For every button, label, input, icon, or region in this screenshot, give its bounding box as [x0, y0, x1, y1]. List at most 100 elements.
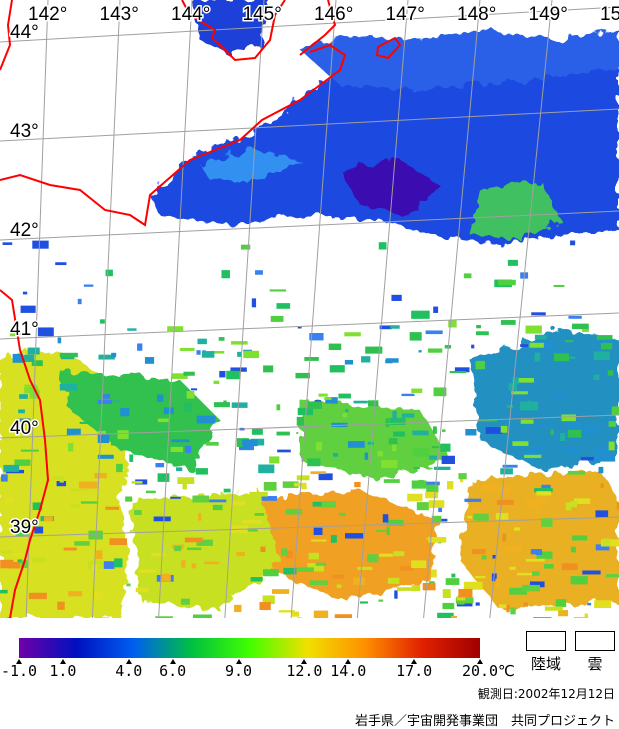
- sst-fragment: [343, 413, 347, 418]
- sst-fragment: [231, 501, 246, 505]
- sst-fragment: [442, 456, 455, 464]
- coordinate-label: 143°: [100, 4, 139, 25]
- sst-fragment: [339, 513, 346, 516]
- sst-fragment: [158, 419, 169, 423]
- sst-fragment: [501, 426, 508, 433]
- sst-fragment: [451, 616, 457, 618]
- sst-fragment: [204, 562, 219, 565]
- sst-fragment: [612, 406, 619, 415]
- sst-fragment: [434, 467, 451, 470]
- sst-fragment: [411, 389, 422, 393]
- coordinate-label: 41°: [10, 319, 39, 340]
- cloud-swatch: [575, 631, 615, 651]
- sst-fragment: [91, 378, 101, 382]
- sst-fragment: [5, 497, 14, 503]
- sst-fragment: [570, 241, 575, 246]
- sst-fragment: [72, 384, 76, 386]
- sst-fragment: [263, 569, 279, 576]
- sst-fragment: [71, 504, 80, 508]
- sst-fragment: [497, 500, 514, 505]
- sst-fragment: [247, 571, 253, 576]
- colorbar-tick-label: -1.0: [1, 662, 37, 680]
- sst-fragment: [609, 421, 616, 427]
- sst-fragment: [67, 429, 81, 436]
- sst-fragment: [410, 332, 422, 340]
- sst-fragment: [3, 465, 19, 472]
- sst-fragment: [535, 335, 547, 340]
- sst-fragment: [413, 448, 430, 456]
- sst-fragment: [111, 353, 116, 357]
- unit-label: ℃: [498, 662, 515, 680]
- sst-fragment: [167, 326, 183, 331]
- sst-fragment: [386, 520, 403, 526]
- sst-fragment: [224, 489, 231, 493]
- sst-fragment: [595, 510, 608, 518]
- sst-fragment: [536, 549, 542, 555]
- sst-fragment: [264, 482, 277, 491]
- sst-fragment: [177, 477, 194, 484]
- sst-fragment: [394, 590, 397, 598]
- sst-fragment: [551, 395, 567, 399]
- sst-fragment: [146, 491, 156, 494]
- sst-fragment: [277, 450, 291, 453]
- sst-fragment: [520, 344, 528, 347]
- sst-fragment: [78, 299, 82, 304]
- coordinate-label: 44°: [10, 22, 39, 43]
- coordinate-label: 145°: [243, 4, 282, 25]
- sst-fragment: [57, 602, 64, 610]
- sst-fragment: [475, 361, 484, 369]
- sst-fragment: [426, 485, 438, 493]
- sst-fragment: [568, 316, 581, 319]
- sst-fragment: [298, 408, 313, 415]
- coordinate-label: 147°: [386, 4, 425, 25]
- sst-fragment: [412, 431, 428, 436]
- sst-fragment: [534, 497, 548, 504]
- sst-fragment: [115, 399, 120, 401]
- sst-fragment: [506, 605, 509, 612]
- sst-fragment: [243, 445, 249, 450]
- sst-fragment: [28, 348, 40, 355]
- sst-fragment: [196, 468, 208, 474]
- sst-fragment: [137, 343, 142, 350]
- sst-fragment: [183, 372, 194, 376]
- sst-fragment: [198, 513, 201, 521]
- sst-fragment: [385, 360, 392, 364]
- sst-fragment: [243, 351, 259, 358]
- sst-fragment: [594, 351, 610, 360]
- sst-fragment: [81, 501, 98, 503]
- sst-fragment: [560, 433, 565, 441]
- sst-fragment: [138, 570, 156, 573]
- sst-fragment: [386, 418, 390, 427]
- sst-fragment: [391, 295, 401, 301]
- sst-fragment: [14, 459, 30, 465]
- sst-fragment: [535, 506, 540, 514]
- sst-fragment: [68, 443, 73, 451]
- sst-fragment: [376, 530, 386, 532]
- sst-fragment: [345, 533, 363, 538]
- sst-fragment: [180, 348, 195, 351]
- sst-fragment: [571, 576, 588, 584]
- colorbar-tick-label: 4.0: [115, 662, 142, 680]
- sst-fragment: [475, 576, 486, 578]
- sst-fragment: [23, 292, 27, 295]
- sst-fragment: [587, 603, 591, 606]
- colorbar-tick-label: 17.0: [396, 662, 432, 680]
- sst-fragment: [126, 583, 130, 586]
- sst-fragment: [231, 341, 248, 345]
- sst-fragment: [2, 551, 13, 554]
- sst-fragment: [413, 467, 419, 469]
- sst-fragment: [442, 603, 454, 609]
- sst-fragment: [353, 577, 365, 585]
- sst-fragment: [476, 331, 489, 335]
- colorbar-tick-label: 20.0: [462, 662, 498, 680]
- sst-fragment: [117, 430, 128, 439]
- sst-fragment: [431, 569, 437, 577]
- sst-fragment: [526, 559, 545, 562]
- sst-fragment: [423, 583, 436, 590]
- sst-fragment: [442, 429, 446, 432]
- sst-fragment: [164, 407, 174, 414]
- sst-fragment: [110, 538, 128, 545]
- sst-fragment: [447, 481, 453, 489]
- sst-fragment: [281, 548, 287, 556]
- sst-fragment: [509, 567, 515, 570]
